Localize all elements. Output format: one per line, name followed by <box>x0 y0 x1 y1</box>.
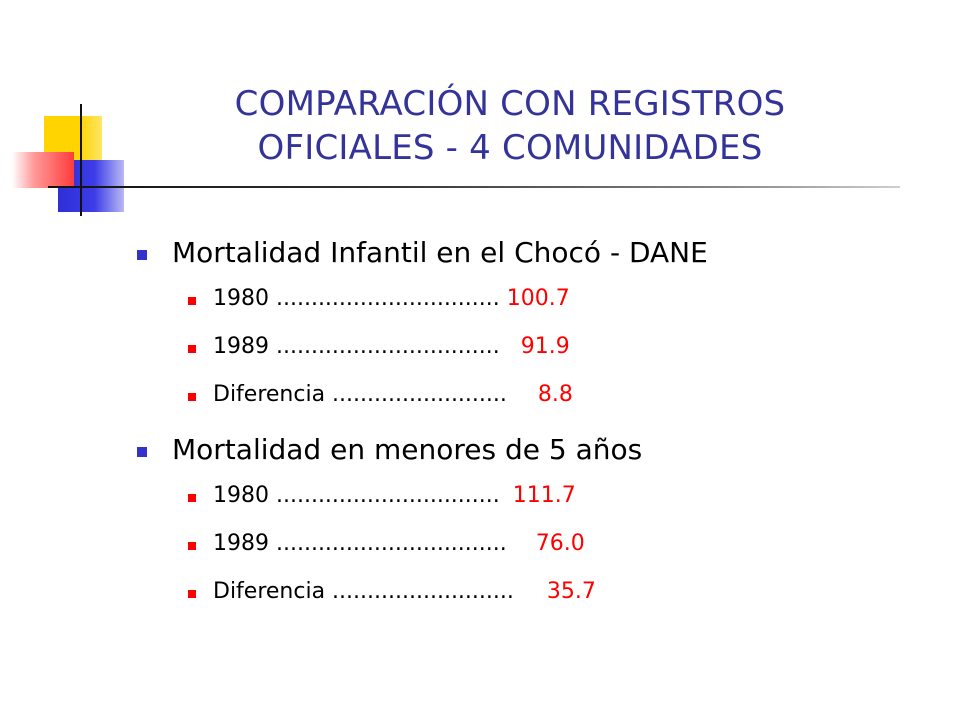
row-label: 1989 ................................ <box>213 334 500 359</box>
list-item: 1989 ................................. 7… <box>213 531 585 556</box>
bullet-square-icon <box>137 447 147 457</box>
row-label: Diferencia .......................... <box>213 579 514 604</box>
row-label: 1980 ................................ <box>213 286 500 311</box>
title-underline <box>48 186 900 188</box>
row-label: 1980 ................................ <box>213 483 500 508</box>
title-line-1: COMPARACIÓN CON REGISTROS <box>234 84 786 124</box>
row-value: 35.7 <box>546 579 596 604</box>
bullet-square-icon <box>188 345 196 353</box>
row-label: Diferencia ......................... <box>213 382 507 407</box>
row-value: 8.8 <box>537 382 573 407</box>
title-line-2: OFICIALES - 4 COMUNIDADES <box>257 128 763 168</box>
bullet-square-icon <box>188 393 196 401</box>
bullet-square-icon <box>137 250 147 260</box>
list-item: 1980 ................................ 10… <box>213 286 570 311</box>
row-value: 100.7 <box>506 286 570 311</box>
vertical-rule <box>80 104 82 216</box>
list-item: 1989 ................................ 91… <box>213 334 570 359</box>
row-label: 1989 ................................. <box>213 531 507 556</box>
row-value: 76.0 <box>535 531 585 556</box>
row-value: 91.9 <box>520 334 570 359</box>
bullet-square-icon <box>188 494 196 502</box>
list-item: Diferencia ......................... 8.8 <box>213 382 573 407</box>
slide-title: COMPARACIÓN CON REGISTROS OFICIALES - 4 … <box>160 82 860 170</box>
list-item: 1980 ................................ 11… <box>213 483 576 508</box>
section-heading-under5-mortality: Mortalidad en menores de 5 años <box>172 433 643 466</box>
section-heading-infant-mortality: Mortalidad Infantil en el Chocó - DANE <box>172 236 708 269</box>
row-value: 111.7 <box>512 483 576 508</box>
bullet-square-icon <box>188 297 196 305</box>
red-square-icon <box>12 152 74 188</box>
list-item: Diferencia .......................... 35… <box>213 579 596 604</box>
bullet-square-icon <box>188 542 196 550</box>
bullet-square-icon <box>188 590 196 598</box>
